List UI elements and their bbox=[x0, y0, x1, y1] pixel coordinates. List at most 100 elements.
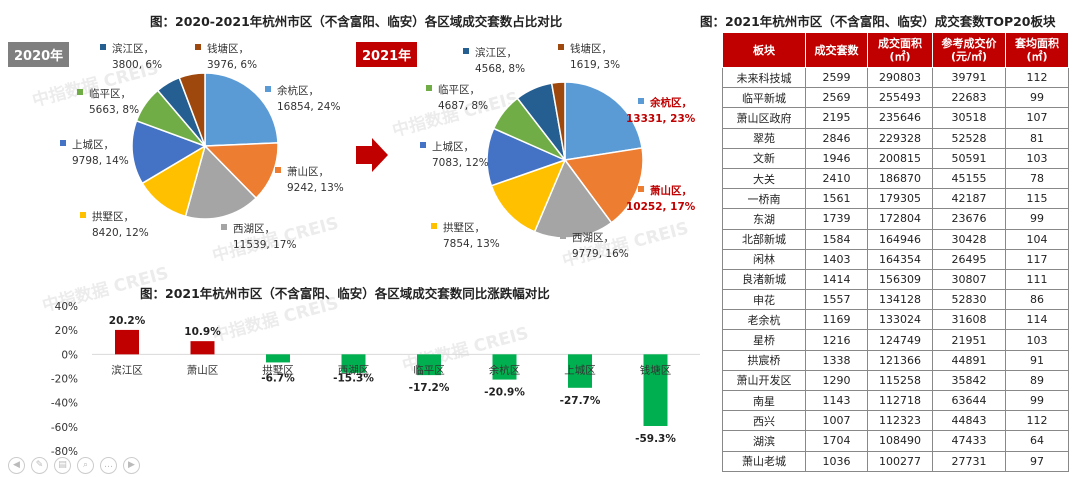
table-cell: 134128 bbox=[867, 289, 933, 311]
next-slide-icon[interactable]: ▶ bbox=[123, 457, 140, 474]
legend-marker bbox=[638, 98, 644, 104]
table-cell: 52830 bbox=[932, 289, 1006, 311]
table-cell: 南星 bbox=[722, 389, 806, 412]
x-category-label: 临平区 bbox=[413, 363, 445, 376]
table-cell: 47433 bbox=[932, 430, 1006, 452]
table-cell: 翠苑 bbox=[722, 127, 806, 149]
table-cell: 156309 bbox=[867, 268, 933, 291]
table-row: 湖滨 1704 108490 47433 64 bbox=[722, 430, 1069, 452]
legend-marker bbox=[221, 224, 227, 230]
table-cell: 1403 bbox=[805, 248, 868, 270]
table-cell: 2599 bbox=[805, 66, 868, 89]
more-icon[interactable]: … bbox=[100, 457, 117, 474]
y-tick-label: -60% bbox=[51, 422, 78, 434]
table-cell: 闲林 bbox=[722, 248, 806, 270]
table-cell: 萧山开发区 bbox=[722, 369, 806, 392]
legend-marker bbox=[463, 48, 469, 54]
x-category-label: 西湖区 bbox=[338, 364, 370, 376]
table-cell: 115 bbox=[1005, 188, 1069, 210]
legend-marker bbox=[420, 142, 426, 148]
table-cell: 30807 bbox=[932, 268, 1006, 291]
table-cell: 萧山区政府 bbox=[722, 107, 806, 129]
table-row: 老余杭 1169 133024 31608 114 bbox=[722, 309, 1069, 331]
table-cell: 235646 bbox=[867, 107, 933, 129]
table-cell: 89 bbox=[1005, 369, 1069, 392]
bar-上城区 bbox=[568, 354, 592, 388]
table-cell: 1143 bbox=[805, 389, 868, 412]
pie-label-name: 滨江区， bbox=[112, 42, 154, 55]
table-row: 申花 1557 134128 52830 86 bbox=[722, 289, 1069, 311]
pie-label-value: 7854, 13% bbox=[443, 238, 500, 250]
table-cell: 2846 bbox=[805, 127, 868, 149]
pie-label-name: 萧山区， bbox=[650, 184, 692, 197]
legend-marker bbox=[426, 85, 432, 91]
table-cell: 50591 bbox=[932, 147, 1006, 169]
table-row: 翠苑 2846 229328 52528 81 bbox=[722, 127, 1069, 149]
table-row: 萧山区政府 2195 235646 30518 107 bbox=[722, 107, 1069, 129]
bar-value-label: 10.9% bbox=[184, 326, 221, 338]
pie-label-name: 钱塘区， bbox=[570, 42, 612, 55]
pie-label-name: 临平区， bbox=[438, 83, 480, 96]
table-cell: 255493 bbox=[867, 87, 933, 109]
pie-label-value: 9779, 16% bbox=[572, 248, 629, 260]
table-cell: 1338 bbox=[805, 349, 868, 371]
table-cell: 164946 bbox=[867, 228, 933, 250]
table-cell: 45155 bbox=[932, 167, 1006, 190]
table-cell: 2410 bbox=[805, 167, 868, 190]
pie-label-name: 上城区， bbox=[432, 141, 474, 153]
table-cell: 112323 bbox=[867, 410, 933, 432]
prev-slide-icon[interactable]: ◀ bbox=[8, 457, 25, 474]
table-row: 临平新城 2569 255493 22683 99 bbox=[722, 87, 1069, 109]
pen-icon[interactable]: ✎ bbox=[31, 457, 48, 474]
table-cell: 35842 bbox=[932, 369, 1006, 392]
table-cell: 1216 bbox=[805, 329, 868, 351]
bar-value-label: -59.3% bbox=[635, 433, 676, 445]
pie-label-name: 西湖区， bbox=[572, 232, 614, 244]
x-category-label: 余杭区 bbox=[489, 363, 521, 376]
table-cell: 104 bbox=[1005, 228, 1069, 250]
bar-chart: 40% 20% 0% -20% -40% -60% -80% 滨江区 20.2% 萧山区 10.9%… bbox=[51, 301, 700, 458]
table-cell: 星桥 bbox=[722, 329, 806, 351]
table-cell: 27731 bbox=[932, 450, 1006, 472]
table-cell: 121366 bbox=[867, 349, 933, 371]
table-cell: 1561 bbox=[805, 188, 868, 210]
table-cell: 西兴 bbox=[722, 410, 806, 432]
legend-marker bbox=[265, 86, 271, 92]
pie-chart-2020: 余杭区， 16854, 24% 萧山区， 9242, 13% 西湖区， 11539, 17… bbox=[60, 42, 344, 251]
y-tick-label: 40% bbox=[55, 301, 78, 313]
pie-label-name: 滨江区， bbox=[475, 46, 517, 59]
pie-label-value: 3800, 6% bbox=[112, 59, 162, 71]
pie-label-name: 临平区， bbox=[89, 87, 131, 100]
table-cell: 108490 bbox=[867, 430, 933, 452]
table-cell: 39791 bbox=[932, 66, 1006, 89]
pie-label-value: 7083, 12% bbox=[432, 157, 489, 169]
pie-label-name: 西湖区， bbox=[233, 223, 275, 235]
bar-value-label: -20.9% bbox=[484, 387, 525, 399]
pie-label-name: 拱墅区， bbox=[443, 221, 485, 234]
table-row: 萧山开发区 1290 115258 35842 89 bbox=[722, 369, 1069, 392]
x-category-label: 萧山区 bbox=[187, 364, 219, 376]
table-cell: 萧山老城 bbox=[722, 450, 806, 472]
table-cell: 86 bbox=[1005, 289, 1069, 311]
table-cell: 22683 bbox=[932, 87, 1006, 109]
table-cell: 179305 bbox=[867, 188, 933, 210]
legend-marker bbox=[431, 223, 437, 229]
table-row: 北部新城 1584 164946 30428 104 bbox=[722, 228, 1069, 250]
menu-icon[interactable]: ▤ bbox=[54, 457, 71, 474]
table-row: 大关 2410 186870 45155 78 bbox=[722, 167, 1069, 190]
arrow-icon bbox=[356, 138, 388, 172]
legend-marker bbox=[77, 89, 83, 95]
zoom-icon[interactable]: ⌕ bbox=[77, 457, 94, 474]
pie-label-name: 拱墅区， bbox=[92, 210, 134, 223]
legend-marker bbox=[195, 44, 201, 50]
pie-label-value: 9242, 13% bbox=[287, 182, 344, 194]
table-cell: 未来科技城 bbox=[722, 66, 806, 89]
pie-label-value: 16854, 24% bbox=[277, 101, 340, 113]
table-cell: 97 bbox=[1005, 450, 1069, 472]
table-row: 文新 1946 200815 50591 103 bbox=[722, 147, 1069, 169]
table-cell: 2195 bbox=[805, 107, 868, 129]
pie-label-value: 5663, 8% bbox=[89, 104, 139, 116]
pie-label-value: 13331, 23% bbox=[626, 113, 696, 125]
table-cell: 1169 bbox=[805, 309, 868, 331]
